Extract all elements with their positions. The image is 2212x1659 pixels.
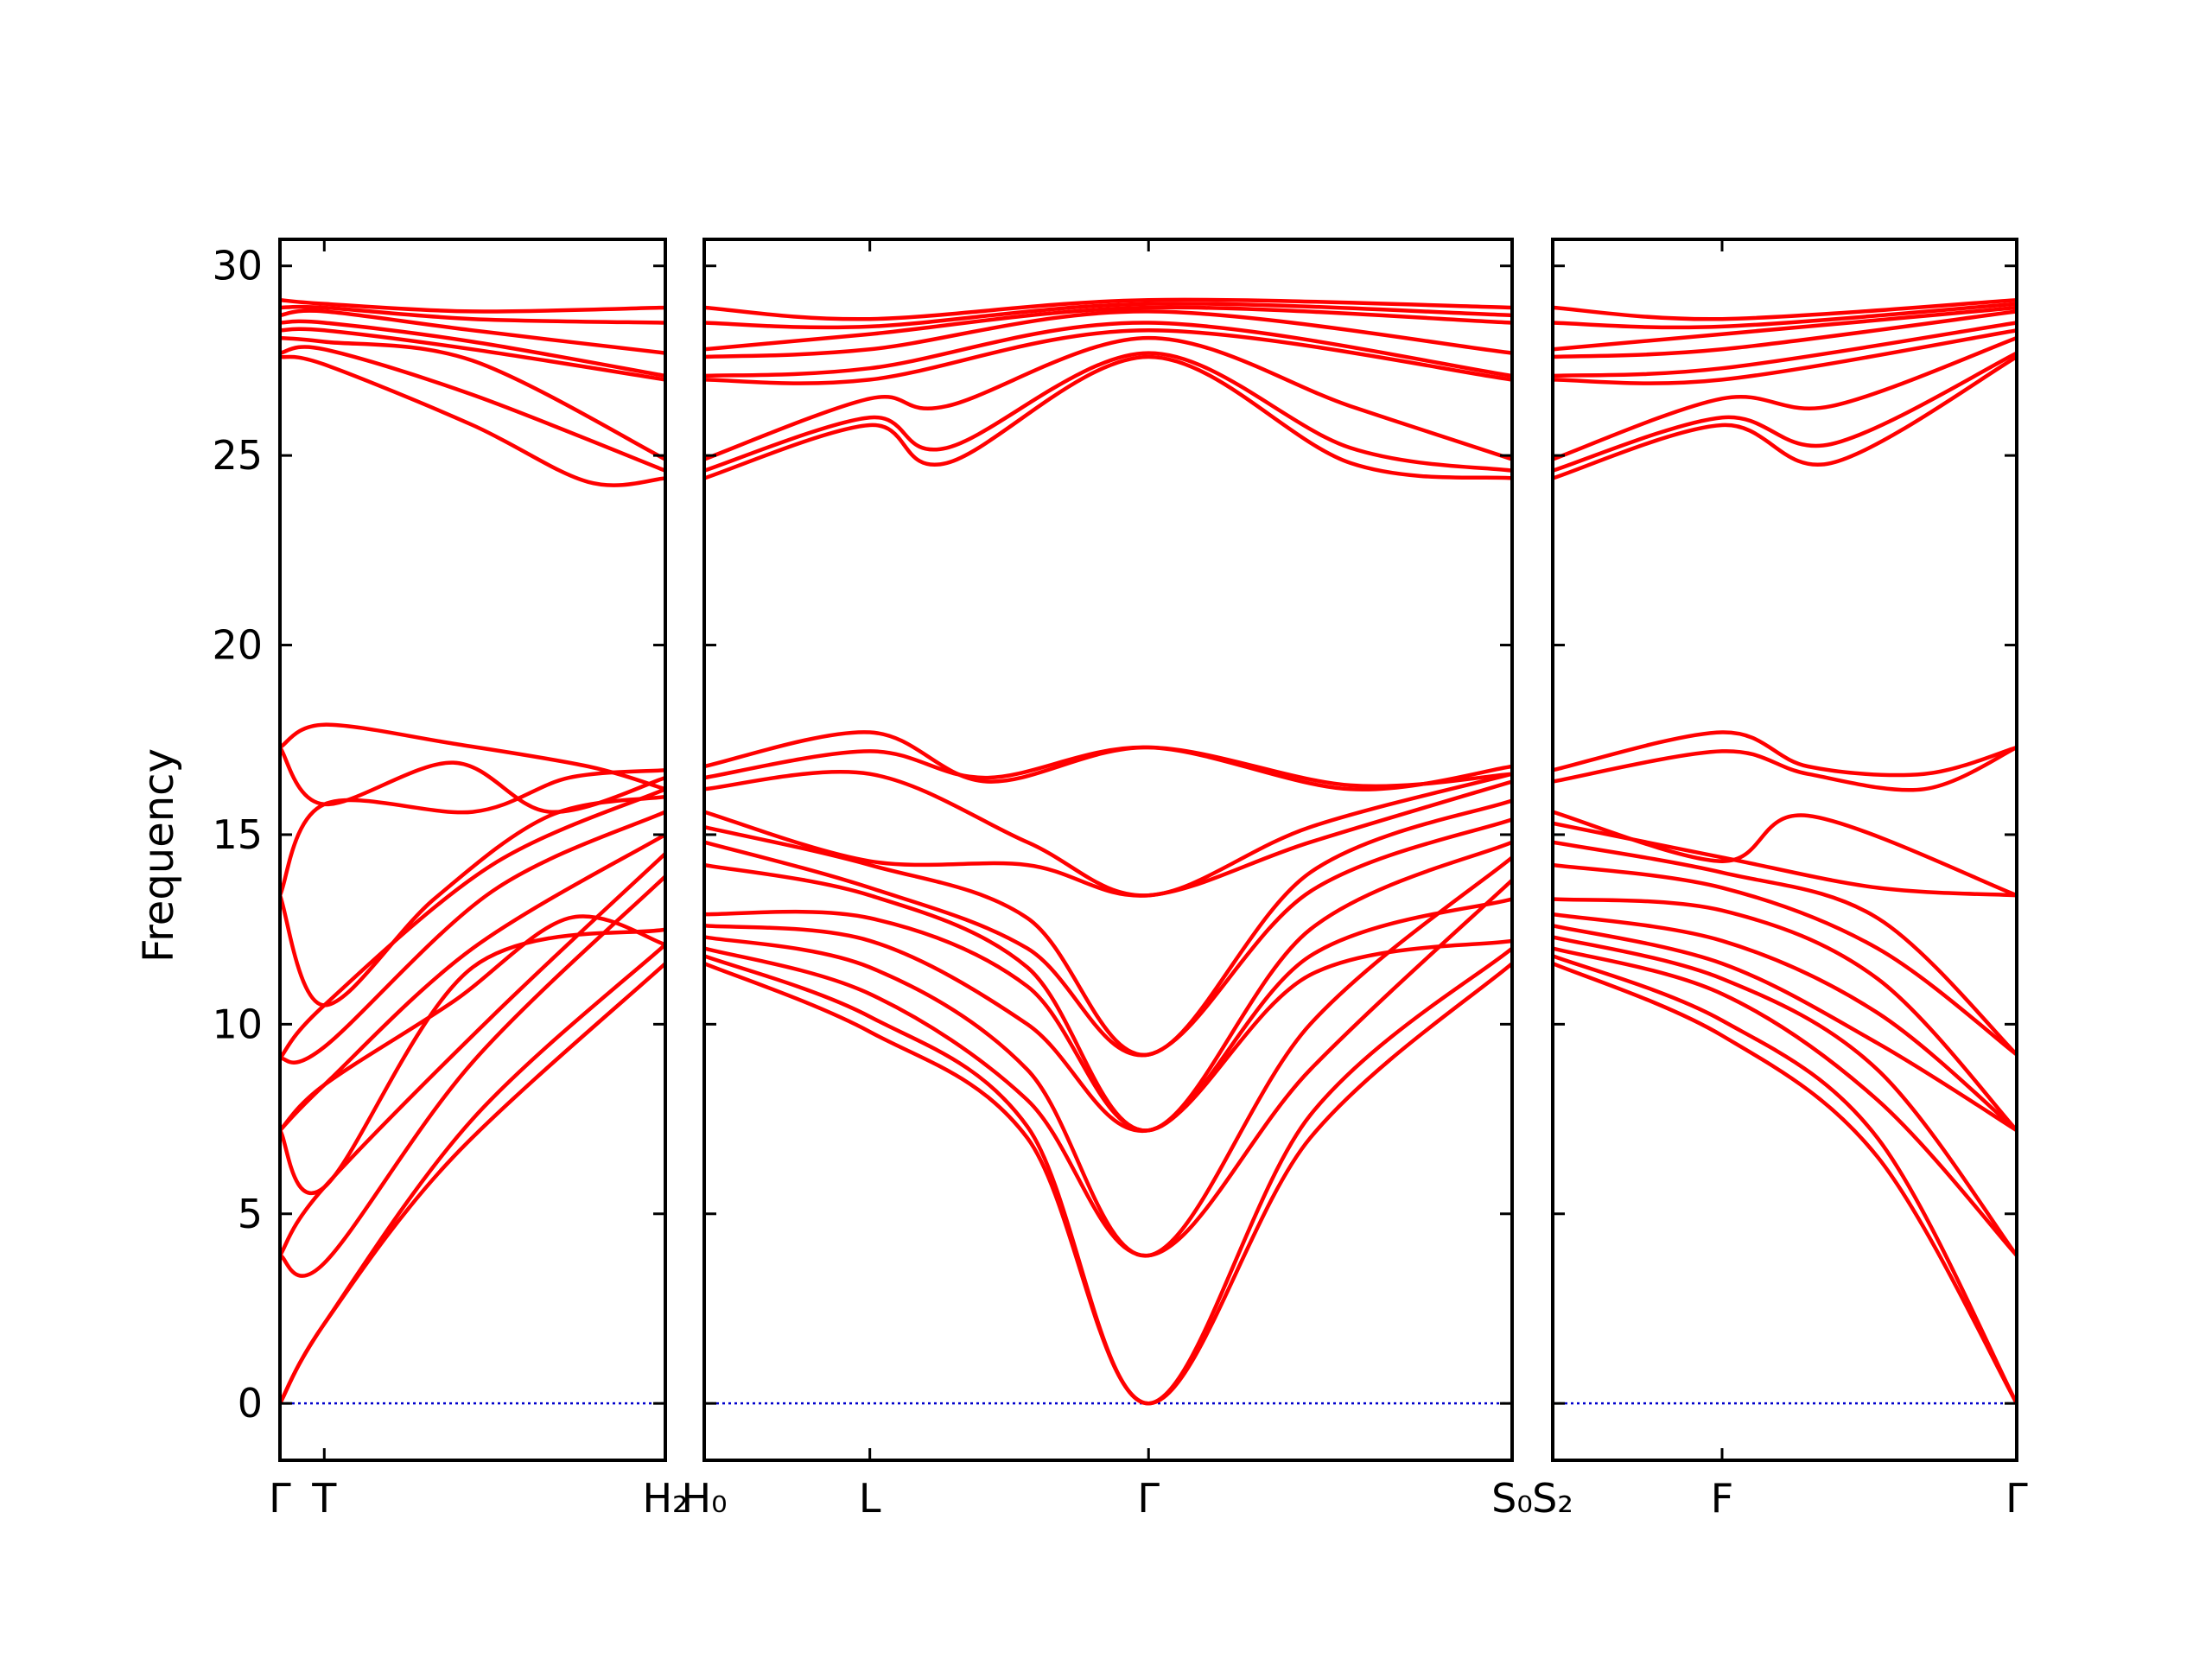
band-3: [704, 878, 1512, 1258]
band-6: [1553, 912, 2017, 1133]
band-8: [1553, 862, 2017, 1057]
band-16: [1553, 335, 2017, 461]
band-5: [1553, 924, 2017, 1133]
band-16: [280, 335, 665, 461]
band-17: [280, 327, 665, 382]
band-22: [704, 297, 1512, 321]
axes-frame: [702, 238, 1514, 1462]
band-13: [280, 722, 665, 791]
band-10: [704, 779, 1512, 898]
band-11: [280, 768, 665, 898]
x-tick-label: H₂: [642, 1475, 688, 1522]
panel-3: S₂ F Γ: [1532, 238, 2028, 1522]
panel-2: H₀ L Γ S₀: [681, 238, 1533, 1522]
band-2: [704, 946, 1512, 1406]
band-9: [1553, 840, 2017, 1057]
band-1: [1553, 961, 2017, 1406]
x-tick-label: S₂: [1532, 1475, 1573, 1522]
band-19: [280, 308, 665, 355]
y-tick-label: 10: [212, 1001, 263, 1047]
band-3: [1553, 946, 2017, 1258]
band-5: [704, 924, 1512, 1133]
band-3: [280, 874, 665, 1278]
band-2: [1553, 954, 2017, 1406]
band-14: [1553, 354, 2017, 480]
band-group: [280, 297, 665, 1406]
band-6: [704, 897, 1512, 1133]
band-15: [280, 345, 665, 473]
y-tick-label: 0: [238, 1380, 263, 1427]
band-14: [280, 354, 665, 487]
band-21: [1553, 302, 2017, 330]
band-20: [704, 305, 1512, 352]
band-17: [704, 328, 1512, 385]
x-tick-label: T: [311, 1475, 337, 1522]
band-21: [280, 297, 665, 314]
x-tick-label: Γ: [1137, 1475, 1160, 1522]
band-5: [280, 927, 665, 1196]
x-tick-label: S₀: [1491, 1475, 1533, 1522]
band-18: [704, 321, 1512, 378]
band-4: [280, 851, 665, 1258]
band-7: [1553, 897, 2017, 1133]
band-2: [280, 942, 665, 1406]
band-11: [704, 770, 1512, 898]
band-21: [704, 302, 1512, 330]
band-17: [1553, 328, 2017, 385]
axes-frame: [1551, 238, 2018, 1462]
band-8: [280, 810, 665, 1065]
band-7: [704, 840, 1512, 1133]
band-12: [704, 745, 1512, 791]
x-tick-label: Γ: [2005, 1475, 2028, 1522]
band-4: [1553, 935, 2017, 1258]
band-18: [1553, 321, 2017, 378]
band-18: [280, 319, 665, 378]
band-15: [1553, 351, 2017, 473]
axes-frame: [278, 238, 667, 1462]
band-19: [1553, 309, 2017, 359]
band-7: [280, 832, 665, 1133]
band-12: [1553, 745, 2017, 792]
band-12: [280, 745, 665, 814]
band-10: [280, 794, 665, 1007]
y-tick-label: 30: [212, 243, 263, 289]
x-tick-label: L: [859, 1475, 881, 1522]
y-tick-label: 15: [212, 811, 263, 858]
band-1: [280, 961, 665, 1406]
band-9: [280, 787, 665, 1061]
y-axis-label: Frequency: [135, 748, 183, 963]
band-9: [704, 798, 1512, 1057]
band-4: [704, 855, 1512, 1258]
band-group: [1553, 297, 2017, 1406]
band-22: [1553, 297, 2017, 321]
band-19: [704, 309, 1512, 359]
x-tick-label: Γ: [269, 1475, 291, 1522]
x-tick-label: H₀: [681, 1475, 727, 1522]
band-15: [704, 351, 1512, 473]
panel-1: 0 5 10 15 20 25 30 Γ T H₂: [212, 238, 689, 1522]
band-14: [704, 354, 1512, 480]
band-13: [1553, 730, 2017, 778]
band-11: [1553, 810, 2017, 898]
band-8: [704, 817, 1512, 1058]
y-tick-label: 5: [238, 1191, 263, 1237]
band-20: [1553, 305, 2017, 352]
y-tick-label: 25: [212, 432, 263, 479]
y-tick-label: 20: [212, 622, 263, 669]
x-tick-label: F: [1711, 1475, 1733, 1522]
band-20: [280, 304, 665, 325]
band-13: [704, 730, 1512, 789]
band-group: [704, 297, 1512, 1406]
band-16: [704, 335, 1512, 461]
